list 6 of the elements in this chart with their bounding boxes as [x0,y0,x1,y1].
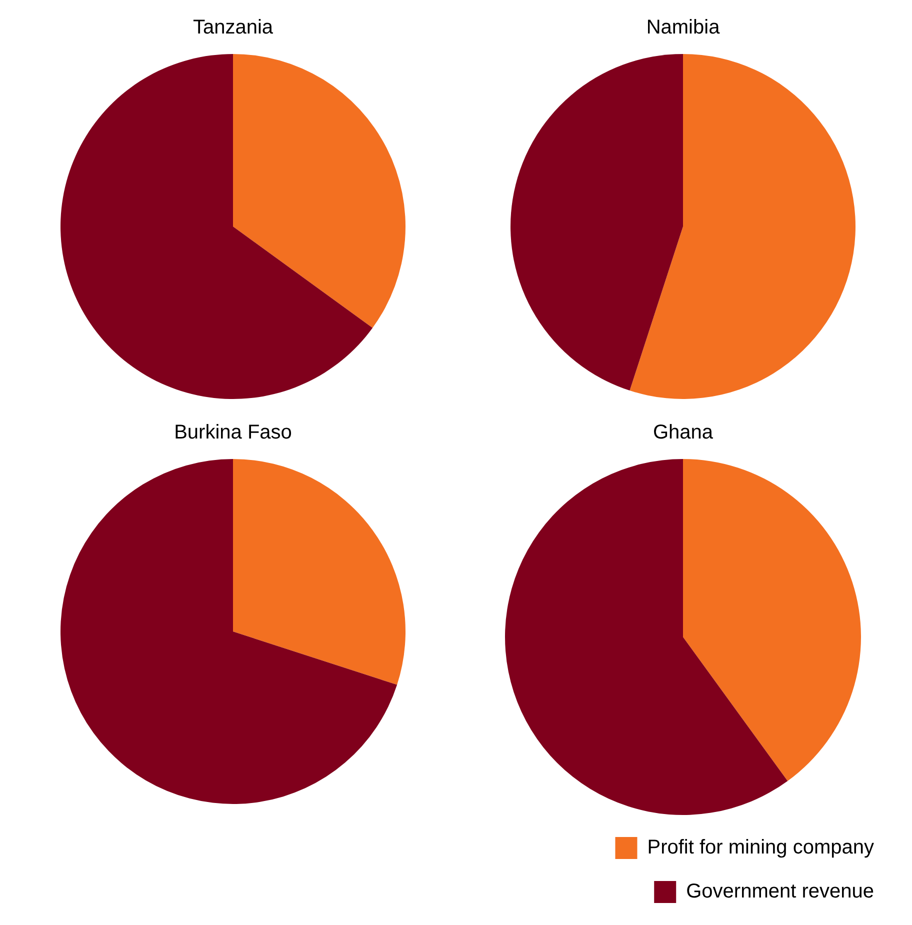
chart-title: Ghana [652,422,714,444]
chart-title: Namibia [646,16,721,39]
legend-label: Government revenue [686,880,874,903]
legend-label: Profit for mining company [647,836,874,859]
chart-title: Burkina Faso [174,422,292,444]
chart-title: Tanzania [192,16,274,39]
